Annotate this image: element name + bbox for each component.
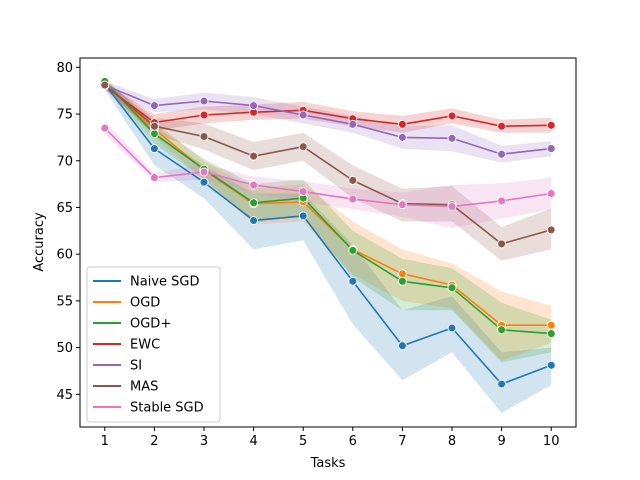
point-ewc-task-7	[397, 119, 407, 129]
point-stable-sgd-task-10	[546, 189, 556, 198]
y-tick-label-70: 70	[56, 154, 73, 169]
legend-label-naive-sgd: Naive SGD	[130, 275, 199, 290]
point-si-task-2	[149, 101, 159, 111]
band-ewc	[104, 82, 552, 133]
point-naive-sgd-task-5	[298, 211, 308, 221]
confidence-bands	[104, 77, 552, 413]
point-si-task-6	[348, 119, 358, 129]
band-stable-sgd	[104, 121, 552, 228]
series-markers	[100, 76, 556, 389]
point-stable-sgd-task-6	[348, 194, 358, 204]
x-tick-label-6: 6	[349, 434, 357, 449]
point-si-task-4	[249, 101, 259, 111]
point-si-task-3	[199, 96, 209, 106]
point-stable-sgd-task-8	[447, 202, 457, 211]
point-si-task-5	[298, 110, 308, 120]
x-axis: 1 2 3 4 5 6 7 8 9 10	[101, 427, 560, 449]
point-ewc-task-3	[199, 110, 209, 120]
y-axis: 45 50 55 60 65 70 75 80	[56, 61, 80, 403]
line-si	[104, 84, 553, 155]
y-axis-label: Accuracy	[32, 212, 47, 272]
point-naive-sgd-task-2	[149, 144, 159, 154]
point-naive-sgd-task-9	[497, 379, 507, 389]
legend: Naive SGD OGD OGD+ EWC SI MAS Stable SGD	[86, 266, 221, 423]
legend-label-ewc: EWC	[130, 338, 160, 353]
point-mas-task-1	[100, 80, 110, 90]
y-tick-label-60: 60	[56, 248, 73, 263]
point-si-task-10	[546, 144, 556, 154]
y-tick-label-50: 50	[56, 341, 73, 356]
x-tick-label-5: 5	[299, 434, 307, 449]
point-mas-task-4	[249, 151, 259, 161]
point-ewc-task-10	[546, 120, 556, 130]
x-tick-label-9: 9	[497, 434, 505, 449]
point-ogd-task-10	[546, 329, 556, 339]
point-ogd-task-7	[397, 269, 407, 279]
point-ewc-task-8	[447, 111, 457, 121]
point-stable-sgd-task-7	[397, 200, 407, 210]
point-ewc-task-9	[497, 121, 507, 131]
point-mas-task-6	[348, 175, 358, 185]
band-naive-sgd	[104, 78, 552, 413]
point-naive-sgd-task-8	[447, 323, 457, 333]
point-ogd-task-10	[546, 320, 556, 330]
point-stable-sgd-task-4	[249, 180, 259, 190]
x-tick-label-3: 3	[200, 434, 208, 449]
point-mas-task-10	[546, 225, 556, 235]
point-mas-task-9	[497, 239, 507, 249]
point-ogd-task-7	[397, 276, 407, 286]
legend-label-ogd: OGD+	[130, 317, 171, 332]
point-stable-sgd-task-5	[298, 187, 308, 197]
legend-label-mas: MAS	[130, 380, 158, 395]
y-tick-label-45: 45	[56, 388, 73, 403]
point-mas-task-2	[149, 121, 159, 131]
x-tick-label-10: 10	[543, 434, 560, 449]
x-axis-label: Tasks	[310, 456, 346, 471]
plot-frame	[79, 57, 577, 428]
y-tick-label-55: 55	[56, 294, 73, 309]
line-mas	[104, 84, 553, 245]
line-stable-sgd	[104, 127, 553, 208]
legend-label-ogd: OGD	[130, 296, 160, 311]
point-si-task-9	[497, 149, 507, 159]
point-naive-sgd-task-10	[546, 360, 556, 370]
band-ogd	[104, 77, 552, 363]
x-tick-label-7: 7	[398, 434, 406, 449]
point-naive-sgd-task-7	[397, 341, 407, 351]
y-tick-label-80: 80	[56, 61, 73, 76]
line-ewc	[104, 85, 553, 127]
y-tick-label-75: 75	[56, 108, 73, 123]
point-ogd-task-4	[249, 198, 259, 208]
point-naive-sgd-task-6	[348, 276, 358, 286]
point-mas-task-5	[298, 142, 308, 152]
point-ogd-task-9	[497, 325, 507, 335]
point-si-task-8	[447, 133, 457, 143]
legend-label-si: SI	[130, 359, 142, 374]
point-stable-sgd-task-3	[199, 167, 209, 177]
line-naive-sgd	[104, 83, 553, 385]
line-ogd	[104, 80, 553, 335]
point-ogd-task-8	[447, 283, 457, 293]
point-ogd-task-6	[348, 245, 358, 255]
point-stable-sgd-task-2	[149, 173, 159, 183]
x-tick-label-4: 4	[249, 434, 257, 449]
x-tick-label-2: 2	[150, 434, 158, 449]
y-tick-label-65: 65	[56, 201, 73, 216]
x-tick-label-1: 1	[101, 434, 109, 449]
legend-label-stable-sgd: Stable SGD	[130, 401, 204, 416]
point-stable-sgd-task-1	[100, 123, 110, 133]
band-ogd	[104, 79, 552, 361]
point-si-task-7	[397, 132, 407, 142]
point-naive-sgd-task-3	[199, 177, 209, 187]
line-ogd	[104, 82, 553, 327]
band-mas	[104, 81, 552, 261]
legend-box	[86, 266, 221, 423]
series-lines	[104, 80, 553, 385]
point-stable-sgd-task-9	[497, 196, 507, 206]
point-ogd-task-2	[149, 129, 159, 139]
x-tick-label-8: 8	[448, 434, 456, 449]
point-naive-sgd-task-4	[249, 216, 259, 225]
point-mas-task-3	[199, 132, 209, 141]
